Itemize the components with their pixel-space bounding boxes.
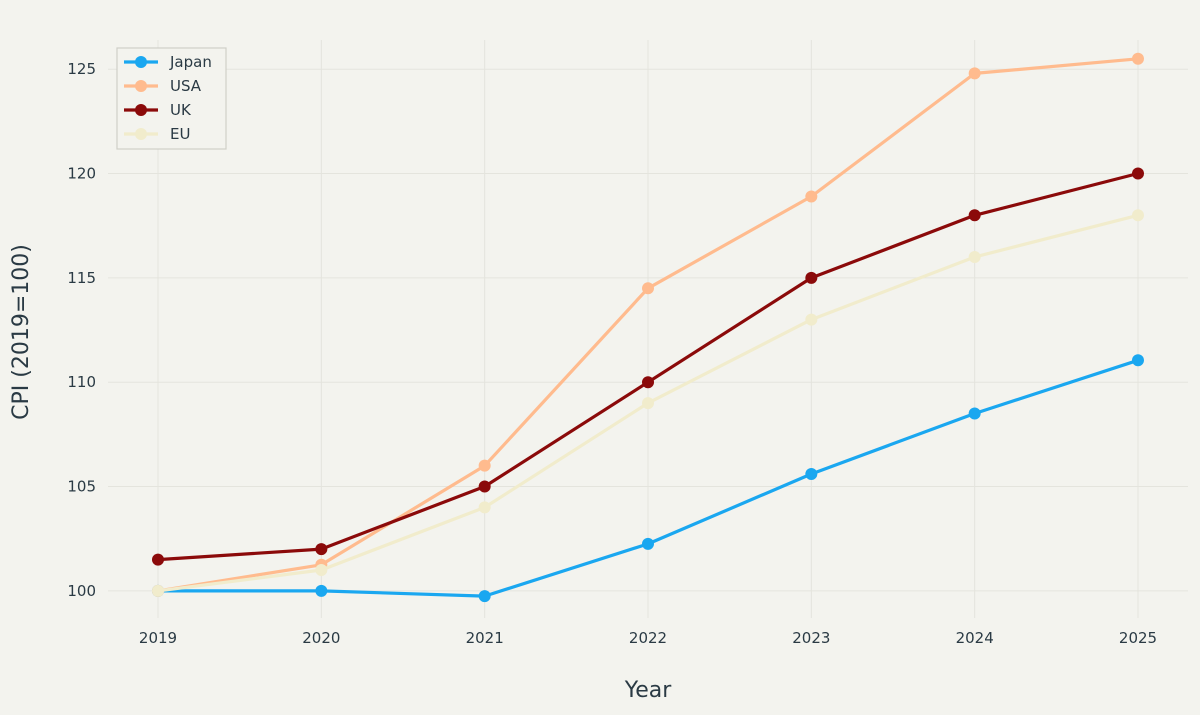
y-tick-label: 125: [67, 60, 96, 78]
data-point-eu: [315, 564, 328, 577]
x-axis-title: Year: [624, 678, 673, 703]
y-tick-label: 110: [67, 373, 96, 391]
series-layer: [152, 52, 1144, 603]
data-point-usa: [805, 190, 818, 203]
x-axis-ticks: 2019 2020 2021 2022 2023 2024 2025: [139, 629, 1157, 647]
data-point-uk: [315, 543, 328, 556]
grid: [108, 40, 1188, 618]
data-point-eu: [968, 251, 981, 264]
x-tick-label: 2022: [629, 629, 667, 647]
data-point-uk: [968, 209, 981, 222]
legend-box: [116, 47, 227, 150]
y-tick-label: 100: [67, 582, 96, 600]
data-point-usa: [478, 459, 491, 472]
series-eu: [152, 209, 1144, 597]
legend-item-japan: Japan: [124, 53, 212, 71]
legend-label: USA: [170, 77, 202, 95]
x-tick-label: 2024: [956, 629, 994, 647]
data-point-japan: [968, 407, 981, 420]
y-tick-label: 120: [67, 165, 96, 183]
legend-item-usa: USA: [124, 77, 202, 95]
data-point-eu: [1132, 209, 1144, 222]
legend-label: UK: [170, 101, 192, 119]
y-tick-label: 115: [67, 269, 96, 287]
data-point-usa: [642, 282, 654, 295]
data-point-uk: [642, 376, 654, 389]
y-tick-label: 105: [67, 478, 96, 496]
legend-item-eu: EU: [124, 125, 190, 143]
data-point-japan: [478, 590, 491, 603]
data-point-japan: [1132, 354, 1144, 367]
series-japan: [152, 354, 1144, 603]
x-tick-label: 2021: [466, 629, 504, 647]
legend: Japan USA UK EU: [116, 47, 227, 150]
legend-label: EU: [170, 125, 190, 143]
data-point-eu: [642, 397, 654, 410]
x-tick-label: 2020: [302, 629, 340, 647]
data-point-usa: [968, 67, 981, 80]
data-point-japan: [315, 584, 328, 597]
y-axis-title: CPI (2019=100): [9, 244, 34, 420]
data-point-usa: [1132, 52, 1144, 65]
data-point-uk: [152, 553, 164, 566]
legend-swatch-marker: [135, 56, 147, 68]
data-point-uk: [1132, 167, 1144, 180]
data-point-japan: [642, 537, 654, 550]
data-point-eu: [805, 313, 818, 326]
data-point-uk: [805, 271, 818, 284]
y-axis-ticks: 100 105 110 115 120 125: [67, 60, 96, 600]
data-point-eu: [478, 501, 491, 514]
legend-label: Japan: [169, 53, 212, 71]
data-point-eu: [152, 584, 164, 597]
series-uk: [152, 167, 1144, 566]
x-tick-label: 2025: [1119, 629, 1157, 647]
data-point-japan: [805, 468, 818, 481]
legend-swatch-marker: [135, 80, 147, 92]
data-point-uk: [478, 480, 491, 493]
legend-item-uk: UK: [124, 101, 192, 119]
x-tick-label: 2019: [139, 629, 177, 647]
x-tick-label: 2023: [792, 629, 830, 647]
legend-swatch-marker: [135, 104, 147, 116]
legend-swatch-marker: [135, 128, 147, 140]
